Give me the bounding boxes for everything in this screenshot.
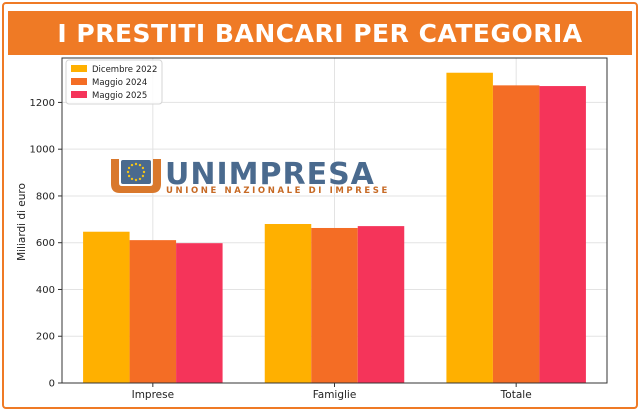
y-tick-label: 0 <box>49 379 55 390</box>
star-dot <box>134 162 138 166</box>
star-dot <box>141 166 145 170</box>
star-dot <box>138 163 142 167</box>
bar <box>176 243 223 383</box>
x-tick-label: Famiglie <box>313 389 357 401</box>
bar <box>446 72 493 383</box>
bar <box>357 226 405 383</box>
y-axis-label: Miliardi di euro <box>16 183 28 261</box>
star-dot <box>141 174 145 178</box>
eu-stars-shield-icon <box>111 159 161 193</box>
x-tick-label: Totale <box>500 389 532 401</box>
plot-frame <box>61 57 608 384</box>
star-dot <box>127 174 131 178</box>
star-dot <box>127 166 131 170</box>
bar <box>264 224 312 383</box>
star-dot <box>130 177 134 181</box>
bars <box>83 72 586 384</box>
logo-sub-text: UNIONE NAZIONALE DI IMPRESE <box>166 186 390 196</box>
unimpresa-logo: UNIMPRESA UNIONE NAZIONALE DI IMPRESE <box>111 157 390 196</box>
star-dot <box>142 170 146 174</box>
y-tick-label: 1000 <box>30 145 55 156</box>
legend-label: Dicembre 2022 <box>92 65 157 75</box>
legend-label: Maggio 2025 <box>92 91 147 101</box>
y-tick-label: 400 <box>36 285 55 296</box>
star-dot <box>126 170 130 174</box>
axes <box>58 57 608 387</box>
y-tick-label: 1200 <box>30 98 55 109</box>
legend-box <box>65 59 163 105</box>
legend: Dicembre 2022 Maggio 2024 Maggio 2025 <box>65 59 163 105</box>
bar <box>129 240 177 383</box>
legend-label: Maggio 2024 <box>92 78 147 88</box>
y-tick-labels: 0 200 400 600 800 1000 1200 <box>30 98 55 390</box>
bar <box>83 231 130 383</box>
x-tick-labels: Imprese Famiglie Totale <box>132 389 532 401</box>
y-tick-label: 200 <box>36 332 55 343</box>
chart-title: I PRESTITI BANCARI PER CATEGORIA <box>8 11 632 55</box>
star-dot <box>138 177 142 181</box>
star-dot <box>130 163 134 167</box>
x-tick-label: Imprese <box>132 389 174 401</box>
logo-main-text: UNIMPRESA <box>165 157 375 192</box>
legend-swatch <box>71 91 87 98</box>
y-tick-label: 800 <box>36 191 55 202</box>
legend-swatch <box>71 78 87 85</box>
bar <box>311 227 358 383</box>
bar <box>492 85 540 384</box>
y-tick-label: 600 <box>36 238 55 249</box>
bar <box>539 86 586 383</box>
star-dot <box>134 178 138 182</box>
legend-swatch <box>71 65 87 72</box>
